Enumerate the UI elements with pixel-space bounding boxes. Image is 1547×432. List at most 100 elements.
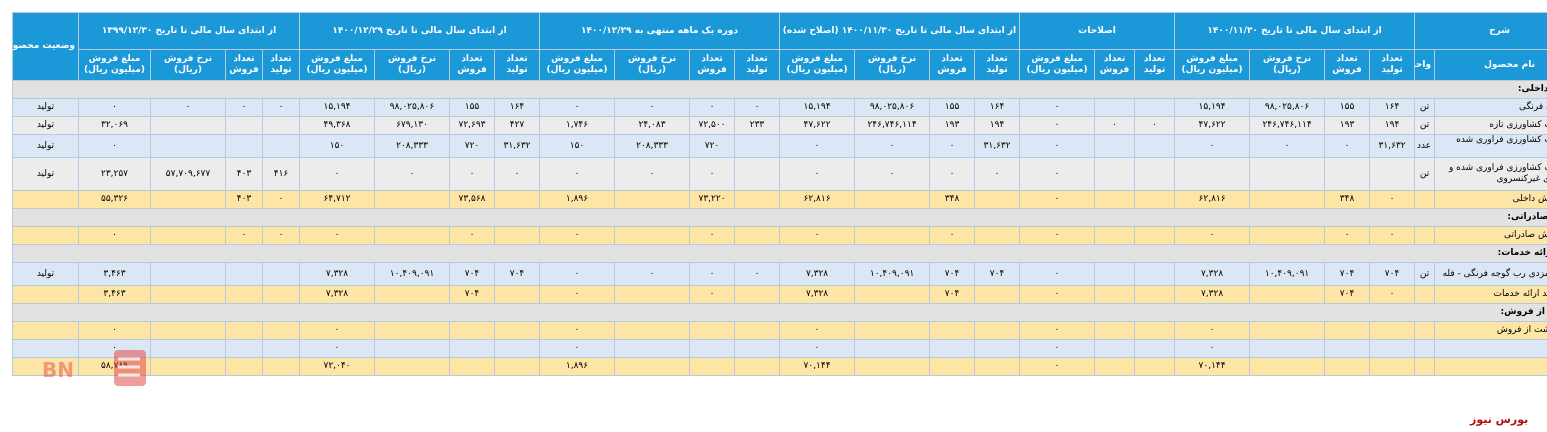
table-row: فروش داخلی: — [11, 80, 1547, 99]
cell-g4-3: ۰ — [538, 157, 616, 191]
cell-g5-0: ۴۲۷ — [494, 116, 540, 135]
row-unit: عدد — [1414, 134, 1436, 158]
cell-g1-3: ۰ — [1174, 339, 1251, 358]
cell-g5-1 — [449, 339, 495, 358]
cell-g2-1 — [1094, 339, 1136, 358]
cell-g5-2 — [374, 285, 450, 304]
cell-g2-1 — [1094, 321, 1136, 340]
table-row: محصولات کشاورزی فراوری شده کنسرویعدد۳۱,۶… — [12, 134, 1547, 158]
cell-g1-1: ۷۰۴ — [1324, 285, 1371, 304]
cell-g6-0: ۰ — [262, 190, 300, 209]
subheader-g5-amount: مبلغ فروش (میلیون ریال) — [299, 49, 375, 81]
cell-g5-2 — [374, 226, 450, 245]
row-status — [12, 321, 79, 340]
cell-g5-0 — [494, 357, 540, 376]
row-status: تولید — [12, 134, 79, 158]
cell-g6-0 — [262, 339, 300, 358]
row-unit — [1414, 321, 1436, 340]
cell-g6-1: ۰ — [225, 98, 263, 117]
cell-g6-2 — [150, 357, 226, 376]
cell-g2-0 — [1134, 190, 1176, 209]
cell-g6-2 — [150, 190, 226, 209]
header-group-6: از ابتدای سال مالی تا تاریخ ۱۳۹۹/۱۲/۳۰ — [78, 12, 300, 50]
table-row: جمع فروش داخلی۰۳۴۸۶۲,۸۱۶۰۳۴۸۶۲,۸۱۶۷۳,۲۲۰… — [12, 190, 1547, 209]
cell-g4-1 — [689, 339, 736, 358]
row-unit: تن — [1414, 98, 1436, 117]
sales-report-table: شرح از ابتدای سال مالی تا تاریخ ۱۴۰۰/۱۱/۳… — [11, 12, 1547, 376]
cell-g1-0 — [1369, 157, 1416, 191]
row-label: جمع درآمد ارائه خدمات — [1434, 285, 1547, 304]
table-row: برگشت از فروش: — [11, 303, 1547, 322]
cell-g6-0 — [262, 262, 300, 286]
table-row: جمع درآمد ارائه خدمات۰۷۰۴۷,۳۲۸۰۷۰۴۷,۳۲۸۰… — [12, 285, 1547, 304]
cell-g5-0: ۷۰۴ — [494, 262, 540, 286]
header-group-3: از ابتدای سال مالی تا تاریخ ۱۴۰۰/۱۱/۳۰ (… — [779, 12, 1021, 50]
cell-g5-3: ۴۹,۳۶۸ — [299, 116, 375, 135]
cell-g6-0: ۰ — [262, 226, 300, 245]
cell-g1-0: ۰ — [1369, 285, 1416, 304]
cell-g1-0 — [1369, 339, 1416, 358]
cell-g2-1 — [1094, 134, 1136, 158]
table-row: تخفیفات۰۰۰۰۰۰ — [12, 339, 1547, 358]
cell-g5-3: ۰ — [299, 226, 375, 245]
cell-g2-1 — [1094, 226, 1136, 245]
table-row: درآمد ارائه خدمات: — [11, 244, 1547, 263]
cell-g4-2 — [614, 190, 691, 209]
cell-g6-2 — [150, 226, 226, 245]
cell-g1-1 — [1324, 357, 1371, 376]
cell-g4-0 — [734, 321, 781, 340]
cell-g1-2: ۹۸,۰۲۵,۸۰۶ — [1249, 98, 1326, 117]
cell-g5-3: ۷۲,۰۴۰ — [299, 357, 375, 376]
cell-g6-3: ۳۲,۰۶۹ — [78, 116, 151, 135]
cell-g1-1: ۰ — [1324, 226, 1371, 245]
subheader-g3-rate: نرخ فروش (ریال) — [854, 49, 931, 81]
cell-g5-0: ۳۱,۶۳۲ — [494, 134, 540, 158]
cell-g4-3: ۰ — [538, 285, 616, 304]
cell-g3-1: ۷۰۴ — [929, 285, 976, 304]
cell-g5-1 — [449, 321, 495, 340]
cell-g1-3: ۱۵,۱۹۴ — [1174, 98, 1251, 117]
cell-g5-2: ۰ — [374, 157, 450, 191]
cell-g6-0: ۰ — [262, 98, 300, 117]
cell-g6-2: ۰ — [150, 98, 226, 117]
cell-g5-2: ۲۰۸,۳۳۳ — [374, 134, 450, 158]
cell-g2-0 — [1134, 357, 1176, 376]
cell-g2-2: ۰ — [1019, 339, 1096, 358]
cell-g3-1 — [929, 357, 976, 376]
cell-g4-1: ۷۲۰ — [689, 134, 736, 158]
cell-g6-1 — [225, 116, 263, 135]
row-unit — [1414, 190, 1436, 209]
cell-g5-3: ۰ — [299, 339, 375, 358]
cell-g1-0: ۳۱,۶۳۲ — [1369, 134, 1416, 158]
cell-g2-1: ۰ — [1094, 116, 1136, 135]
cell-g5-1: ۷۰۴ — [449, 285, 495, 304]
cell-g6-3: ۰ — [78, 134, 151, 158]
table-row: رب گوجه فرنگیتن۱۶۴۱۵۵۹۸,۰۲۵,۸۰۶۱۵,۱۹۴۰۱۶… — [12, 98, 1547, 117]
cell-g4-1: ۰ — [689, 226, 736, 245]
cell-g6-1 — [225, 285, 263, 304]
cell-g4-3: ۱,۸۹۶ — [538, 190, 616, 209]
cell-g1-2 — [1249, 157, 1326, 191]
cell-g3-3: ۰ — [779, 339, 856, 358]
cell-g6-3: ۳,۴۶۳ — [78, 285, 151, 304]
section-title: درآمد ارائه خدمات: — [11, 244, 1547, 263]
cell-g6-3: ۰ — [78, 321, 151, 340]
subheader-unit: واحد — [1414, 49, 1436, 81]
cell-g2-0 — [1134, 157, 1176, 191]
cell-g2-2: ۰ — [1019, 134, 1096, 158]
cell-g5-3: ۱۵,۱۹۴ — [299, 98, 375, 117]
row-label: رب گوجه فرنگی — [1434, 98, 1547, 117]
cell-g2-0 — [1134, 98, 1176, 117]
cell-g1-3: ۷۰,۱۴۴ — [1174, 357, 1251, 376]
row-label: محصولات کشاورزی تازه — [1434, 116, 1547, 135]
cell-g4-1: ۰ — [689, 98, 736, 117]
cell-g2-1 — [1094, 157, 1136, 191]
cell-g6-1 — [225, 339, 263, 358]
cell-g6-1 — [225, 357, 263, 376]
watermark-logo: BN — [42, 350, 146, 386]
cell-g1-1 — [1324, 157, 1371, 191]
cell-g1-3 — [1174, 157, 1251, 191]
row-label: محصولات کشاورزی فراوری شده کنسروی — [1434, 134, 1547, 158]
subheader-g2-amount: مبلغ فروش (میلیون ریال) — [1019, 49, 1096, 81]
cell-g5-3: ۷,۳۲۸ — [299, 262, 375, 286]
